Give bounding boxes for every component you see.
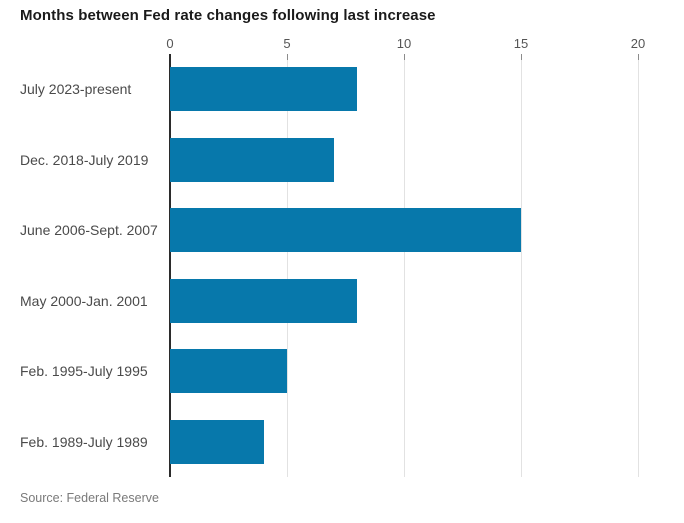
category-label: Feb. 1995-July 1995 xyxy=(20,363,148,380)
x-axis-tick-label: 20 xyxy=(630,36,646,51)
bar xyxy=(170,419,264,464)
bar xyxy=(170,349,287,394)
category-label: May 2000-Jan. 2001 xyxy=(20,292,148,309)
x-axis-tick-label: 0 xyxy=(166,36,174,51)
category-label: Dec. 2018-July 2019 xyxy=(20,151,149,168)
chart-title: Months between Fed rate changes followin… xyxy=(20,7,436,24)
category-label: July 2023-present xyxy=(20,81,132,98)
axis-tick xyxy=(287,54,288,60)
gridline xyxy=(638,54,639,477)
bar xyxy=(170,137,334,182)
bar xyxy=(170,208,521,253)
gridline xyxy=(521,54,522,477)
bar xyxy=(170,67,358,112)
bar xyxy=(170,278,358,323)
axis-tick xyxy=(638,54,639,60)
x-axis-tick-label: 15 xyxy=(513,36,529,51)
gridline xyxy=(404,54,405,477)
category-label: Feb. 1989-July 1989 xyxy=(20,433,148,450)
x-axis-tick-label: 10 xyxy=(396,36,412,51)
axis-tick xyxy=(404,54,405,60)
y-axis-line xyxy=(169,54,171,477)
source-note: Source: Federal Reserve xyxy=(20,491,159,505)
axis-tick xyxy=(521,54,522,60)
gridline xyxy=(287,54,288,477)
x-axis-tick-label: 5 xyxy=(283,36,291,51)
category-label: June 2006-Sept. 2007 xyxy=(20,222,158,239)
